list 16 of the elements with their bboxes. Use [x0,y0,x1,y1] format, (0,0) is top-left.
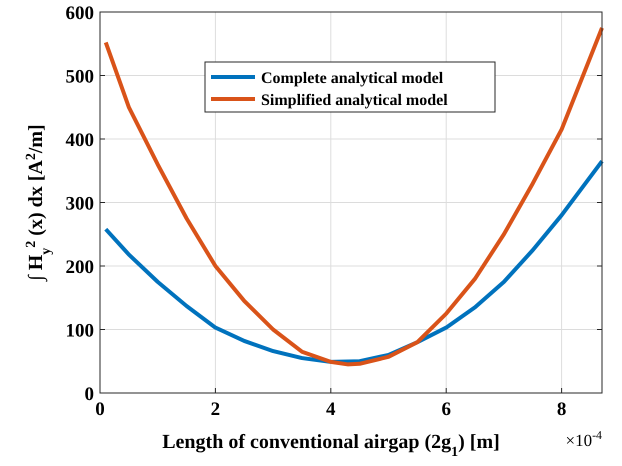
text: ×10$^{-4}$ [566,428,602,450]
line-series [104,26,604,366]
y-tick-label: 500 [66,66,94,88]
legend-label: Simplified analytical model [261,92,448,109]
legend-label: Complete analytical model [261,70,444,87]
y-tick-label: 0 [84,384,94,405]
x-tick-label: 4 [326,399,336,420]
y-tick-label: 400 [66,130,94,151]
y-tick-label: 100 [66,320,94,342]
x-tick-label: 8 [556,399,566,420]
y-tick-label: 600 [66,3,94,24]
x-tick-label: 6 [441,399,451,420]
x-axis-title: Length of conventional airgap (2g$_{1}$) [m] [162,431,500,460]
x-tick-label: 2 [210,399,220,420]
y-tick-label: 300 [66,194,94,214]
y-tick-label: 200 [66,257,94,278]
